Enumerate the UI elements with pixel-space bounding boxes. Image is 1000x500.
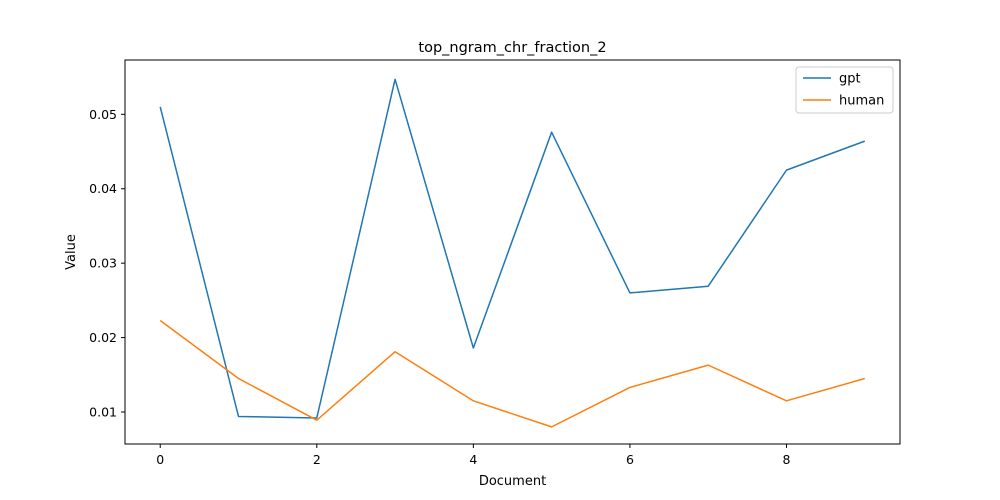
legend-label-gpt: gpt	[839, 72, 861, 87]
series-line-human	[159, 319, 865, 428]
series-line-gpt	[159, 78, 866, 419]
plot-frame	[124, 59, 901, 445]
y-tick-label: 0.01	[89, 405, 117, 420]
x-tick-label: 0	[156, 452, 164, 467]
y-axis-ticks: 0.01 0.02 0.03 0.04 0.05	[89, 107, 125, 420]
y-tick-label: 0.03	[89, 256, 117, 271]
legend-label-human: human	[839, 94, 884, 109]
y-axis-label: Value	[64, 234, 79, 270]
x-axis-label: Document	[479, 474, 546, 489]
legend: gpt human	[795, 66, 894, 114]
series-layer	[159, 78, 866, 428]
y-tick-label: 0.02	[89, 330, 117, 345]
x-tick-label: 8	[783, 452, 791, 467]
x-axis-ticks: 0 2 4 6 8	[156, 444, 791, 467]
x-tick-label: 2	[313, 452, 321, 467]
chart-title: top_ngram_chr_fraction_2	[418, 40, 606, 56]
y-tick-label: 0.04	[89, 181, 117, 196]
x-tick-label: 6	[626, 452, 634, 467]
y-tick-label: 0.05	[89, 107, 117, 122]
x-tick-label: 4	[469, 452, 477, 467]
